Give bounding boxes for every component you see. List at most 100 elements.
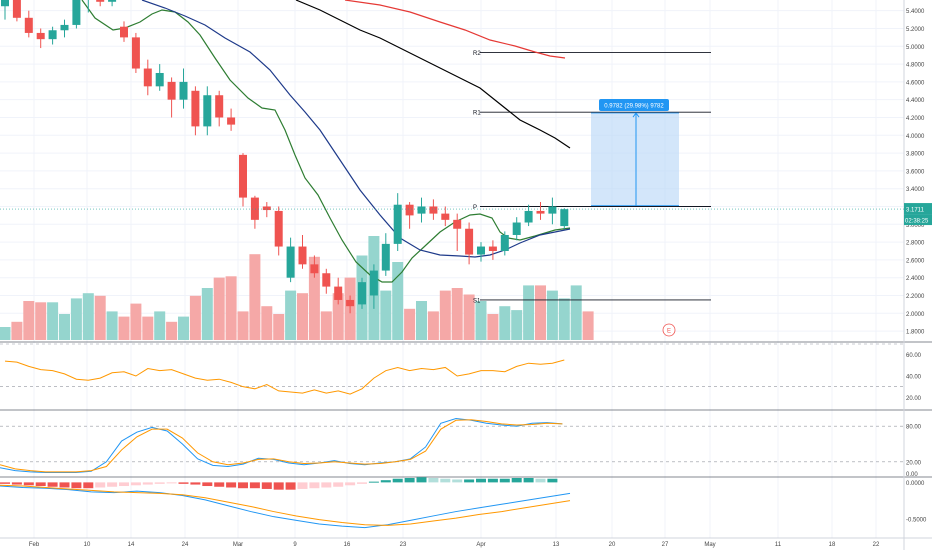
macd-histogram-bar xyxy=(511,478,522,483)
volume-bar xyxy=(297,293,308,340)
volume-bar xyxy=(511,310,523,340)
candle-body xyxy=(262,206,271,211)
macd-histogram-bar xyxy=(23,482,34,486)
macd-histogram-bar xyxy=(83,482,94,489)
moving-average-overlays xyxy=(81,0,571,283)
volume-bar xyxy=(380,290,392,340)
price-tick-label: 5.4000 xyxy=(906,9,925,15)
volume-bar xyxy=(225,276,237,340)
macd-histogram-bar xyxy=(345,482,356,486)
macd-histogram-bar xyxy=(476,478,486,483)
stoch-k-line xyxy=(0,418,563,473)
volume-bar xyxy=(178,316,189,340)
macd-histogram-bar xyxy=(309,482,320,489)
volume-bar xyxy=(201,288,213,340)
time-tick-label: 13 xyxy=(553,542,560,548)
price-tick-label: 4.2000 xyxy=(906,116,925,122)
volume-bar xyxy=(427,311,439,340)
candle-body xyxy=(322,273,331,287)
volume-bar xyxy=(487,314,499,340)
time-tick-label: 14 xyxy=(128,542,135,548)
measure-box xyxy=(591,113,679,206)
volume-bar xyxy=(392,262,404,340)
time-tick-label: Mar xyxy=(233,542,243,548)
countdown-label: 02:38:25 xyxy=(905,219,929,225)
time-tick-label: 16 xyxy=(344,542,351,548)
stoch-tick-label: 0.00 xyxy=(906,472,918,478)
volume-bar xyxy=(106,311,118,340)
macd-histogram-bar xyxy=(59,482,70,488)
macd-histogram-bar xyxy=(238,482,248,489)
candle-body xyxy=(524,210,533,223)
candle-body xyxy=(96,0,105,2)
candle-body xyxy=(512,222,521,235)
time-tick-label: 20 xyxy=(609,542,616,548)
volume-bar xyxy=(535,285,546,340)
price-range-measure[interactable]: 0.9782 (29.98%) 9782 xyxy=(591,99,679,207)
price-tick-label: 2.2000 xyxy=(906,294,925,300)
rsi-tick-label: 60.00 xyxy=(906,353,922,359)
candle-body xyxy=(334,286,343,300)
price-tick-label: 3.4000 xyxy=(906,187,925,193)
ma-line-sma-200 xyxy=(344,0,566,59)
time-tick-label: 27 xyxy=(662,542,669,548)
indicator-panes xyxy=(0,341,932,539)
macd-histogram-bar xyxy=(47,482,58,487)
candle-body xyxy=(536,210,545,214)
measure-label: 0.9782 (29.98%) 9782 xyxy=(604,104,664,110)
ma-line-sma-short xyxy=(81,0,571,283)
candle-body xyxy=(48,30,57,40)
price-tick-label: 2.4000 xyxy=(906,276,925,282)
candle-body xyxy=(36,32,45,40)
volume-bar xyxy=(570,285,582,340)
candle-body xyxy=(393,204,402,244)
candle-body xyxy=(24,17,33,33)
macd-histogram-bar xyxy=(202,482,213,487)
price-tick-label: 4.0000 xyxy=(906,134,925,140)
macd-histogram-bar xyxy=(440,478,451,483)
macd-histogram-bar xyxy=(11,482,22,485)
volume-bar xyxy=(332,293,344,340)
candle-body xyxy=(155,72,164,87)
price-tick-label: 4.8000 xyxy=(906,63,925,69)
macd-tick-label: 0.0000 xyxy=(906,481,925,487)
candle-body xyxy=(108,0,117,2)
candle-body xyxy=(358,282,366,305)
candle-body xyxy=(429,206,438,214)
volume-bar xyxy=(320,311,332,340)
time-tick-label: 22 xyxy=(873,542,880,548)
volume-bar xyxy=(70,298,82,340)
rsi-line xyxy=(4,359,565,395)
price-tick-label: 4.4000 xyxy=(906,98,925,104)
volume-bar xyxy=(166,321,178,340)
macd-histogram-bar xyxy=(499,478,510,483)
candle-body xyxy=(441,213,450,220)
candle-body xyxy=(465,228,474,255)
candle-body xyxy=(227,117,236,125)
time-tick-label: 24 xyxy=(182,542,189,548)
time-tick-label: Apr xyxy=(476,542,485,548)
volume-bar xyxy=(94,295,106,340)
volume-bar xyxy=(142,316,154,340)
macd-signal-line xyxy=(0,484,571,526)
macd-histogram-bar xyxy=(214,482,225,487)
volume-bar xyxy=(499,306,511,340)
candle-body xyxy=(453,219,462,229)
volume-bar xyxy=(213,277,225,340)
rsi-tick-label: 20.00 xyxy=(906,396,922,402)
macd-histogram-bar xyxy=(154,482,165,484)
volume-bar xyxy=(451,288,463,340)
candle-body xyxy=(60,24,69,31)
macd-histogram-bar xyxy=(107,482,118,487)
candle-body xyxy=(131,37,140,69)
ma-line-sma-long xyxy=(295,0,571,149)
macd-histogram-bar xyxy=(464,479,475,483)
candlestick-series xyxy=(1,0,569,314)
macd-histogram-bar xyxy=(321,482,332,488)
pivot-levels: R2 R1 P S1 xyxy=(473,51,711,304)
macd-histogram-bar xyxy=(428,478,439,483)
candle-body xyxy=(72,0,81,25)
rsi-tick-label: 40.00 xyxy=(906,375,922,381)
